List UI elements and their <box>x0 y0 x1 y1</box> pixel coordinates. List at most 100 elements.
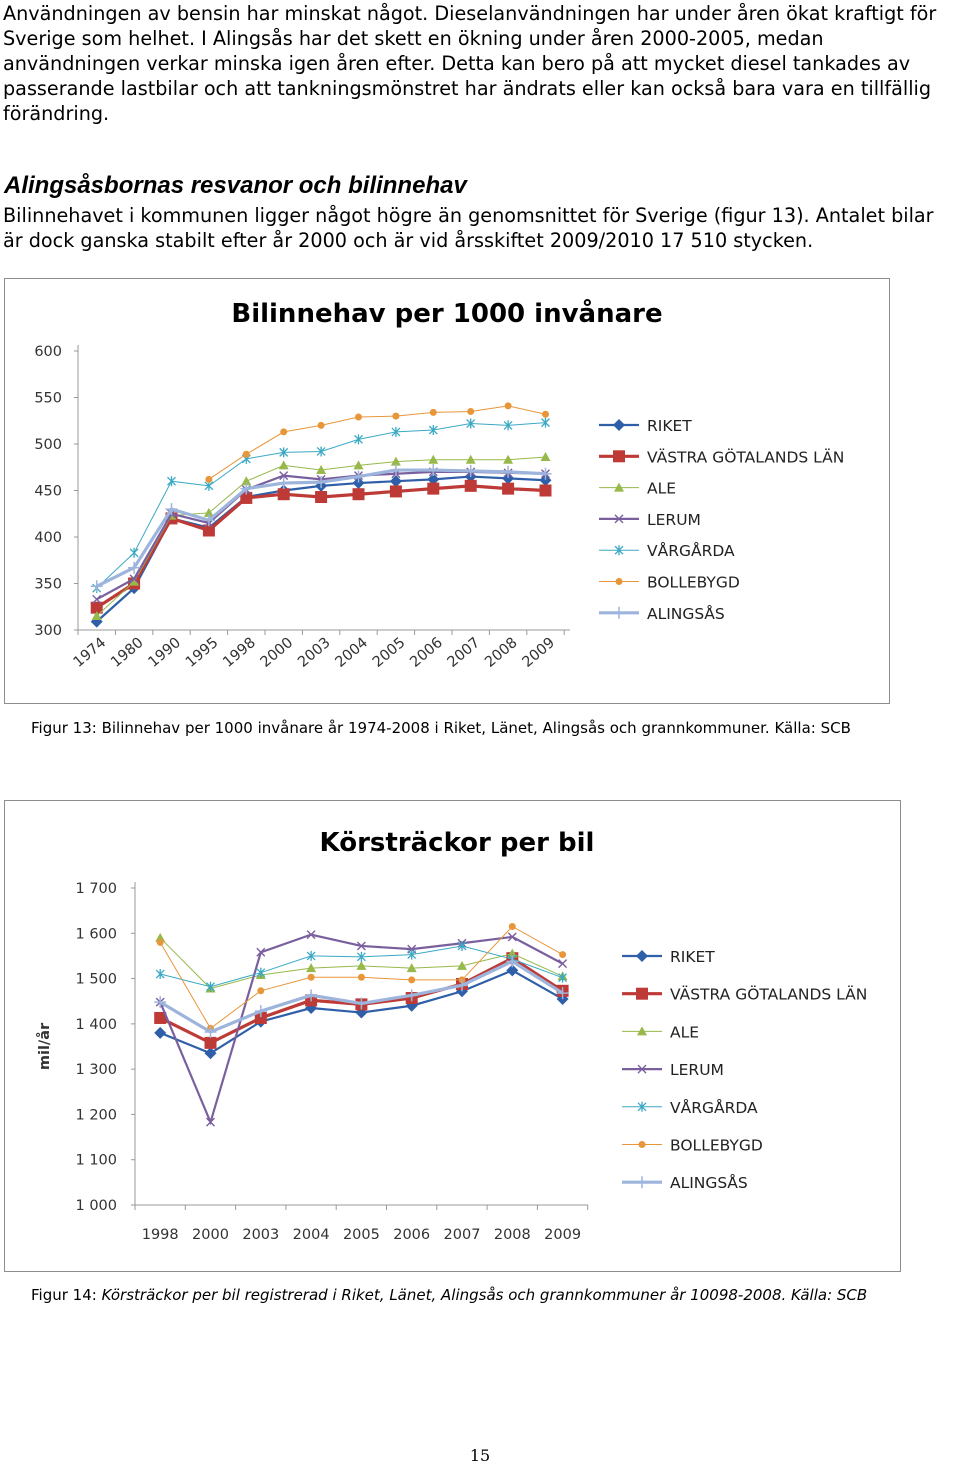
data-point <box>356 960 367 970</box>
series-alingsas <box>90 464 552 593</box>
x-tick-label: 2004 <box>333 635 372 671</box>
legend-item-vargarda: VÅRGÅRDA <box>599 541 735 560</box>
data-point <box>408 976 416 984</box>
data-point <box>429 408 437 416</box>
data-point <box>540 452 551 462</box>
x-tick-label: 2007 <box>445 635 484 671</box>
data-point <box>129 547 139 558</box>
legend-item-ale: ALE <box>599 480 676 498</box>
x-tick-label: 2006 <box>393 1227 430 1243</box>
legend-marker <box>636 950 648 962</box>
data-point <box>556 987 569 1000</box>
data-point <box>558 972 568 983</box>
data-point <box>428 425 438 436</box>
legend-label: VÄSTRA GÖTALANDS LÄN <box>670 985 867 1004</box>
data-point <box>508 922 516 930</box>
x-tick-label: 1980 <box>108 635 147 671</box>
data-point <box>466 418 476 429</box>
x-tick-label: 2004 <box>293 1227 330 1243</box>
data-point <box>90 580 103 593</box>
data-point <box>407 949 417 960</box>
data-point <box>558 959 568 969</box>
series-vargarda <box>155 940 568 992</box>
y-tick-label: 350 <box>34 577 62 593</box>
data-point <box>202 514 215 527</box>
data-point <box>357 973 365 981</box>
legend-label: VÅRGÅRDA <box>670 1098 758 1117</box>
legend-marker <box>637 1026 647 1036</box>
data-point <box>355 413 362 421</box>
figure-14-caption-prefix: Figur 14: <box>31 1286 102 1304</box>
x-tick-label: 2008 <box>494 1227 531 1243</box>
data-point <box>90 601 103 614</box>
x-tick-label: 2005 <box>370 635 409 671</box>
legend-item-vargarda: VÅRGÅRDA <box>622 1098 758 1117</box>
y-tick-label: 1 200 <box>75 1107 117 1123</box>
legend-item-bollebygd: BOLLEBYGD <box>599 574 740 592</box>
data-point <box>306 950 316 961</box>
data-point <box>240 482 253 495</box>
legend-marker <box>613 606 625 619</box>
series-ale <box>155 932 568 993</box>
data-point <box>389 485 402 498</box>
legend-item-ale: ALE <box>622 1023 699 1041</box>
x-tick-label: 2009 <box>520 635 559 671</box>
data-point <box>240 491 253 504</box>
data-point <box>352 477 365 490</box>
x-tick-label: 1998 <box>220 635 259 671</box>
y-tick-label: 600 <box>34 344 62 360</box>
data-point <box>315 491 328 504</box>
series-vargarda <box>92 417 550 594</box>
data-point <box>541 417 550 428</box>
data-point <box>456 979 468 992</box>
legend-marker <box>614 482 624 492</box>
data-point <box>277 477 290 490</box>
data-point <box>464 479 477 492</box>
data-point <box>355 1006 368 1019</box>
legend-marker <box>614 514 624 524</box>
x-tick-label: 2003 <box>295 635 334 671</box>
data-point <box>502 482 515 495</box>
x-tick-label: 1974 <box>71 635 110 671</box>
figure-13-caption: Figur 13: Bilinnehav per 1000 invånare å… <box>31 719 851 737</box>
data-point <box>154 996 167 1009</box>
legend-label: ALINGSÅS <box>670 1173 748 1192</box>
y-tick-label: 1 400 <box>75 1017 117 1033</box>
x-tick-label: 2000 <box>192 1227 229 1243</box>
legend-item-alingsas: ALINGSÅS <box>599 604 725 623</box>
data-point <box>428 454 439 464</box>
data-point <box>506 964 519 977</box>
data-point <box>356 951 366 962</box>
data-point <box>305 989 318 1002</box>
legend-label: BOLLEBYGD <box>670 1137 763 1155</box>
legend-item-bollebygd: BOLLEBYGD <box>622 1137 763 1155</box>
data-point <box>465 454 476 464</box>
data-point <box>156 938 164 946</box>
data-point <box>92 594 102 604</box>
data-point <box>507 948 518 958</box>
data-point <box>257 987 265 995</box>
legend-marker <box>613 419 625 431</box>
y-tick-label: 1 000 <box>75 1198 117 1214</box>
y-axis-label: mil/år <box>36 1022 53 1070</box>
legend-label: VÄSTRA GÖTALANDS LÄN <box>647 447 844 466</box>
data-point <box>307 973 315 981</box>
chart-title: Bilinnehav per 1000 invånare <box>231 297 662 329</box>
data-point <box>154 1011 167 1024</box>
page-number: 15 <box>469 1446 491 1465</box>
data-point <box>539 467 552 480</box>
data-point <box>165 503 178 516</box>
figure-14-caption: Figur 14: Körsträckor per bil registrera… <box>31 1285 931 1305</box>
x-tick-label: 2009 <box>544 1227 581 1243</box>
data-point <box>390 456 401 466</box>
car-ownership-paragraph: Bilinnehavet i kommunen ligger något hög… <box>3 204 934 252</box>
series-bollebygd <box>156 922 567 1032</box>
data-point <box>427 464 440 477</box>
data-point <box>203 507 214 517</box>
data-point <box>316 446 326 457</box>
data-point <box>502 465 515 478</box>
data-point <box>392 412 400 420</box>
data-point <box>457 960 467 970</box>
data-point <box>128 561 141 574</box>
data-point <box>129 574 139 584</box>
